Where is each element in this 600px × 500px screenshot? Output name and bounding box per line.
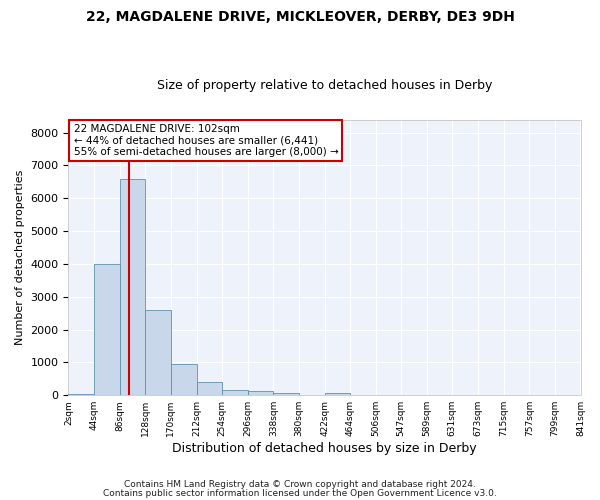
Bar — [119, 178, 145, 395]
Bar — [68, 394, 94, 395]
Text: Contains HM Land Registry data © Crown copyright and database right 2024.: Contains HM Land Registry data © Crown c… — [124, 480, 476, 489]
Text: 22 MAGDALENE DRIVE: 102sqm
← 44% of detached houses are smaller (6,441)
55% of s: 22 MAGDALENE DRIVE: 102sqm ← 44% of deta… — [74, 124, 338, 157]
Bar — [274, 392, 299, 395]
Bar — [222, 390, 248, 395]
Bar — [171, 364, 197, 395]
Y-axis label: Number of detached properties: Number of detached properties — [15, 170, 25, 345]
Bar — [197, 382, 222, 395]
Title: Size of property relative to detached houses in Derby: Size of property relative to detached ho… — [157, 79, 492, 92]
Text: 22, MAGDALENE DRIVE, MICKLEOVER, DERBY, DE3 9DH: 22, MAGDALENE DRIVE, MICKLEOVER, DERBY, … — [86, 10, 514, 24]
Bar — [325, 392, 350, 395]
X-axis label: Distribution of detached houses by size in Derby: Distribution of detached houses by size … — [172, 442, 477, 455]
Bar — [94, 264, 119, 395]
Bar — [248, 392, 274, 395]
Bar — [145, 310, 171, 395]
Text: Contains public sector information licensed under the Open Government Licence v3: Contains public sector information licen… — [103, 488, 497, 498]
